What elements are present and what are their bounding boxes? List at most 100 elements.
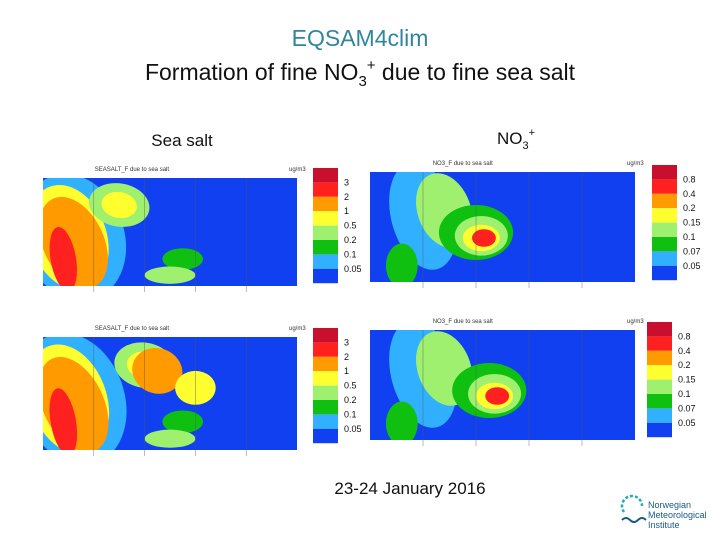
legend-label: 0.07 bbox=[678, 403, 696, 413]
legend-swatch bbox=[647, 365, 672, 380]
legend-swatch bbox=[652, 208, 677, 223]
subtitle-sup: + bbox=[367, 57, 376, 74]
logo-wave bbox=[621, 517, 647, 523]
map bbox=[370, 330, 635, 440]
column-label-sub: 3 bbox=[523, 140, 529, 152]
panel-title: NO3_F due to sea salt bbox=[433, 319, 493, 325]
legend-swatch bbox=[313, 428, 338, 444]
legend-swatch bbox=[647, 422, 672, 438]
legend-label: 0.2 bbox=[344, 395, 357, 405]
map-panel: NO3_F due to sea salt ug/m3 0.8 0.4 0.2 0.15 0… bbox=[370, 161, 701, 288]
legend-swatch bbox=[652, 251, 677, 266]
map bbox=[43, 337, 297, 450]
region bbox=[485, 387, 510, 405]
map bbox=[370, 172, 635, 282]
legend-label: 0.5 bbox=[344, 381, 357, 391]
map-panel: SEASALT_F due to sea salt ug/m3 3 2 1 0.5 0.2 0… bbox=[43, 167, 362, 292]
legend-swatch bbox=[313, 254, 338, 269]
legend-swatch bbox=[313, 400, 338, 415]
legend-swatch bbox=[652, 237, 677, 252]
map bbox=[43, 178, 297, 286]
panel-unit: ug/m3 bbox=[627, 319, 644, 325]
subtitle-rest: due to fine sea salt bbox=[376, 59, 576, 85]
logo-icon bbox=[620, 494, 644, 513]
column-label: Sea salt bbox=[151, 131, 213, 150]
legend-swatch bbox=[647, 336, 672, 351]
legend-swatch bbox=[313, 168, 338, 183]
legend-swatch bbox=[647, 322, 672, 337]
region bbox=[49, 227, 78, 286]
region bbox=[472, 229, 496, 247]
legend-swatch bbox=[313, 196, 338, 212]
region bbox=[162, 248, 204, 270]
legend-label: 0.05 bbox=[678, 418, 696, 428]
panel-title: SEASALT_F due to sea salt bbox=[95, 167, 170, 173]
legend-swatch bbox=[647, 408, 672, 423]
legend-swatch bbox=[647, 394, 672, 409]
column-label: NO3+ bbox=[497, 127, 535, 152]
legend-label: 3 bbox=[344, 337, 349, 347]
map-panel: NO3_F due to sea salt ug/m3 0.8 0.4 0.2 0.15 0… bbox=[370, 319, 696, 446]
region bbox=[144, 429, 196, 448]
logo-text: Norwegian bbox=[648, 500, 691, 510]
legend-label: 3 bbox=[344, 177, 349, 187]
region bbox=[144, 266, 196, 284]
legend-label: 0.05 bbox=[683, 261, 701, 271]
legend-swatch bbox=[652, 265, 677, 281]
legend-label: 1 bbox=[344, 206, 349, 216]
legend-swatch bbox=[652, 165, 677, 180]
legend-swatch bbox=[313, 225, 338, 240]
legend-label: 0.1 bbox=[344, 409, 357, 419]
legend-label: 0.15 bbox=[683, 218, 701, 228]
logo-text: Institute bbox=[648, 520, 680, 530]
legend-label: 0.4 bbox=[678, 346, 691, 356]
legend-swatch bbox=[652, 179, 677, 194]
legend-label: 0.1 bbox=[683, 232, 696, 242]
region bbox=[385, 243, 418, 282]
logo: Norwegian Meteorological Institute bbox=[620, 494, 707, 530]
subtitle: Formation of fine NO3+ due to fine sea s… bbox=[145, 57, 576, 90]
legend-swatch bbox=[647, 350, 672, 366]
legend-label: 0.8 bbox=[683, 174, 696, 184]
legend-swatch bbox=[313, 268, 338, 284]
panel-title: SEASALT_F due to sea salt bbox=[95, 326, 170, 332]
legend-label: 0.1 bbox=[678, 389, 691, 399]
legend-label: 0.1 bbox=[344, 249, 357, 259]
panel-unit: ug/m3 bbox=[289, 326, 306, 332]
column-label-sup: + bbox=[529, 127, 535, 139]
column-label-text: NO bbox=[497, 129, 523, 148]
panel-unit: ug/m3 bbox=[289, 167, 306, 173]
legend-label: 0.07 bbox=[683, 246, 701, 256]
logo-text: Meteorological bbox=[648, 510, 707, 520]
legend-swatch bbox=[652, 193, 677, 209]
panel-unit: ug/m3 bbox=[627, 161, 644, 167]
legend-swatch bbox=[313, 240, 338, 255]
legend-label: 0.4 bbox=[683, 189, 696, 199]
legend-swatch bbox=[313, 414, 338, 429]
legend-swatch bbox=[313, 371, 338, 386]
title: EQSAM4clim bbox=[292, 25, 429, 51]
legend-label: 0.05 bbox=[344, 264, 362, 274]
legend-label: 0.15 bbox=[678, 375, 696, 385]
legend-label: 0.2 bbox=[344, 235, 357, 245]
legend-swatch bbox=[313, 356, 338, 372]
legend-label: 0.5 bbox=[344, 221, 357, 231]
legend-label: 2 bbox=[344, 192, 349, 202]
legend-label: 0.8 bbox=[678, 331, 691, 341]
legend-swatch bbox=[647, 379, 672, 394]
map-panel: SEASALT_F due to sea salt ug/m3 3 2 1 0.5 0.2 0… bbox=[43, 326, 362, 456]
legend-label: 0.2 bbox=[678, 360, 691, 370]
legend-swatch bbox=[313, 328, 338, 343]
region bbox=[385, 401, 418, 440]
legend-label: 2 bbox=[344, 352, 349, 362]
panel-title: NO3_F due to sea salt bbox=[433, 161, 493, 167]
legend-swatch bbox=[652, 222, 677, 237]
region bbox=[162, 410, 204, 434]
legend-label: 0.05 bbox=[344, 424, 362, 434]
legend-swatch bbox=[313, 385, 338, 400]
legend-label: 1 bbox=[344, 366, 349, 376]
legend-swatch bbox=[313, 211, 338, 226]
region bbox=[49, 388, 78, 450]
region bbox=[101, 191, 137, 219]
